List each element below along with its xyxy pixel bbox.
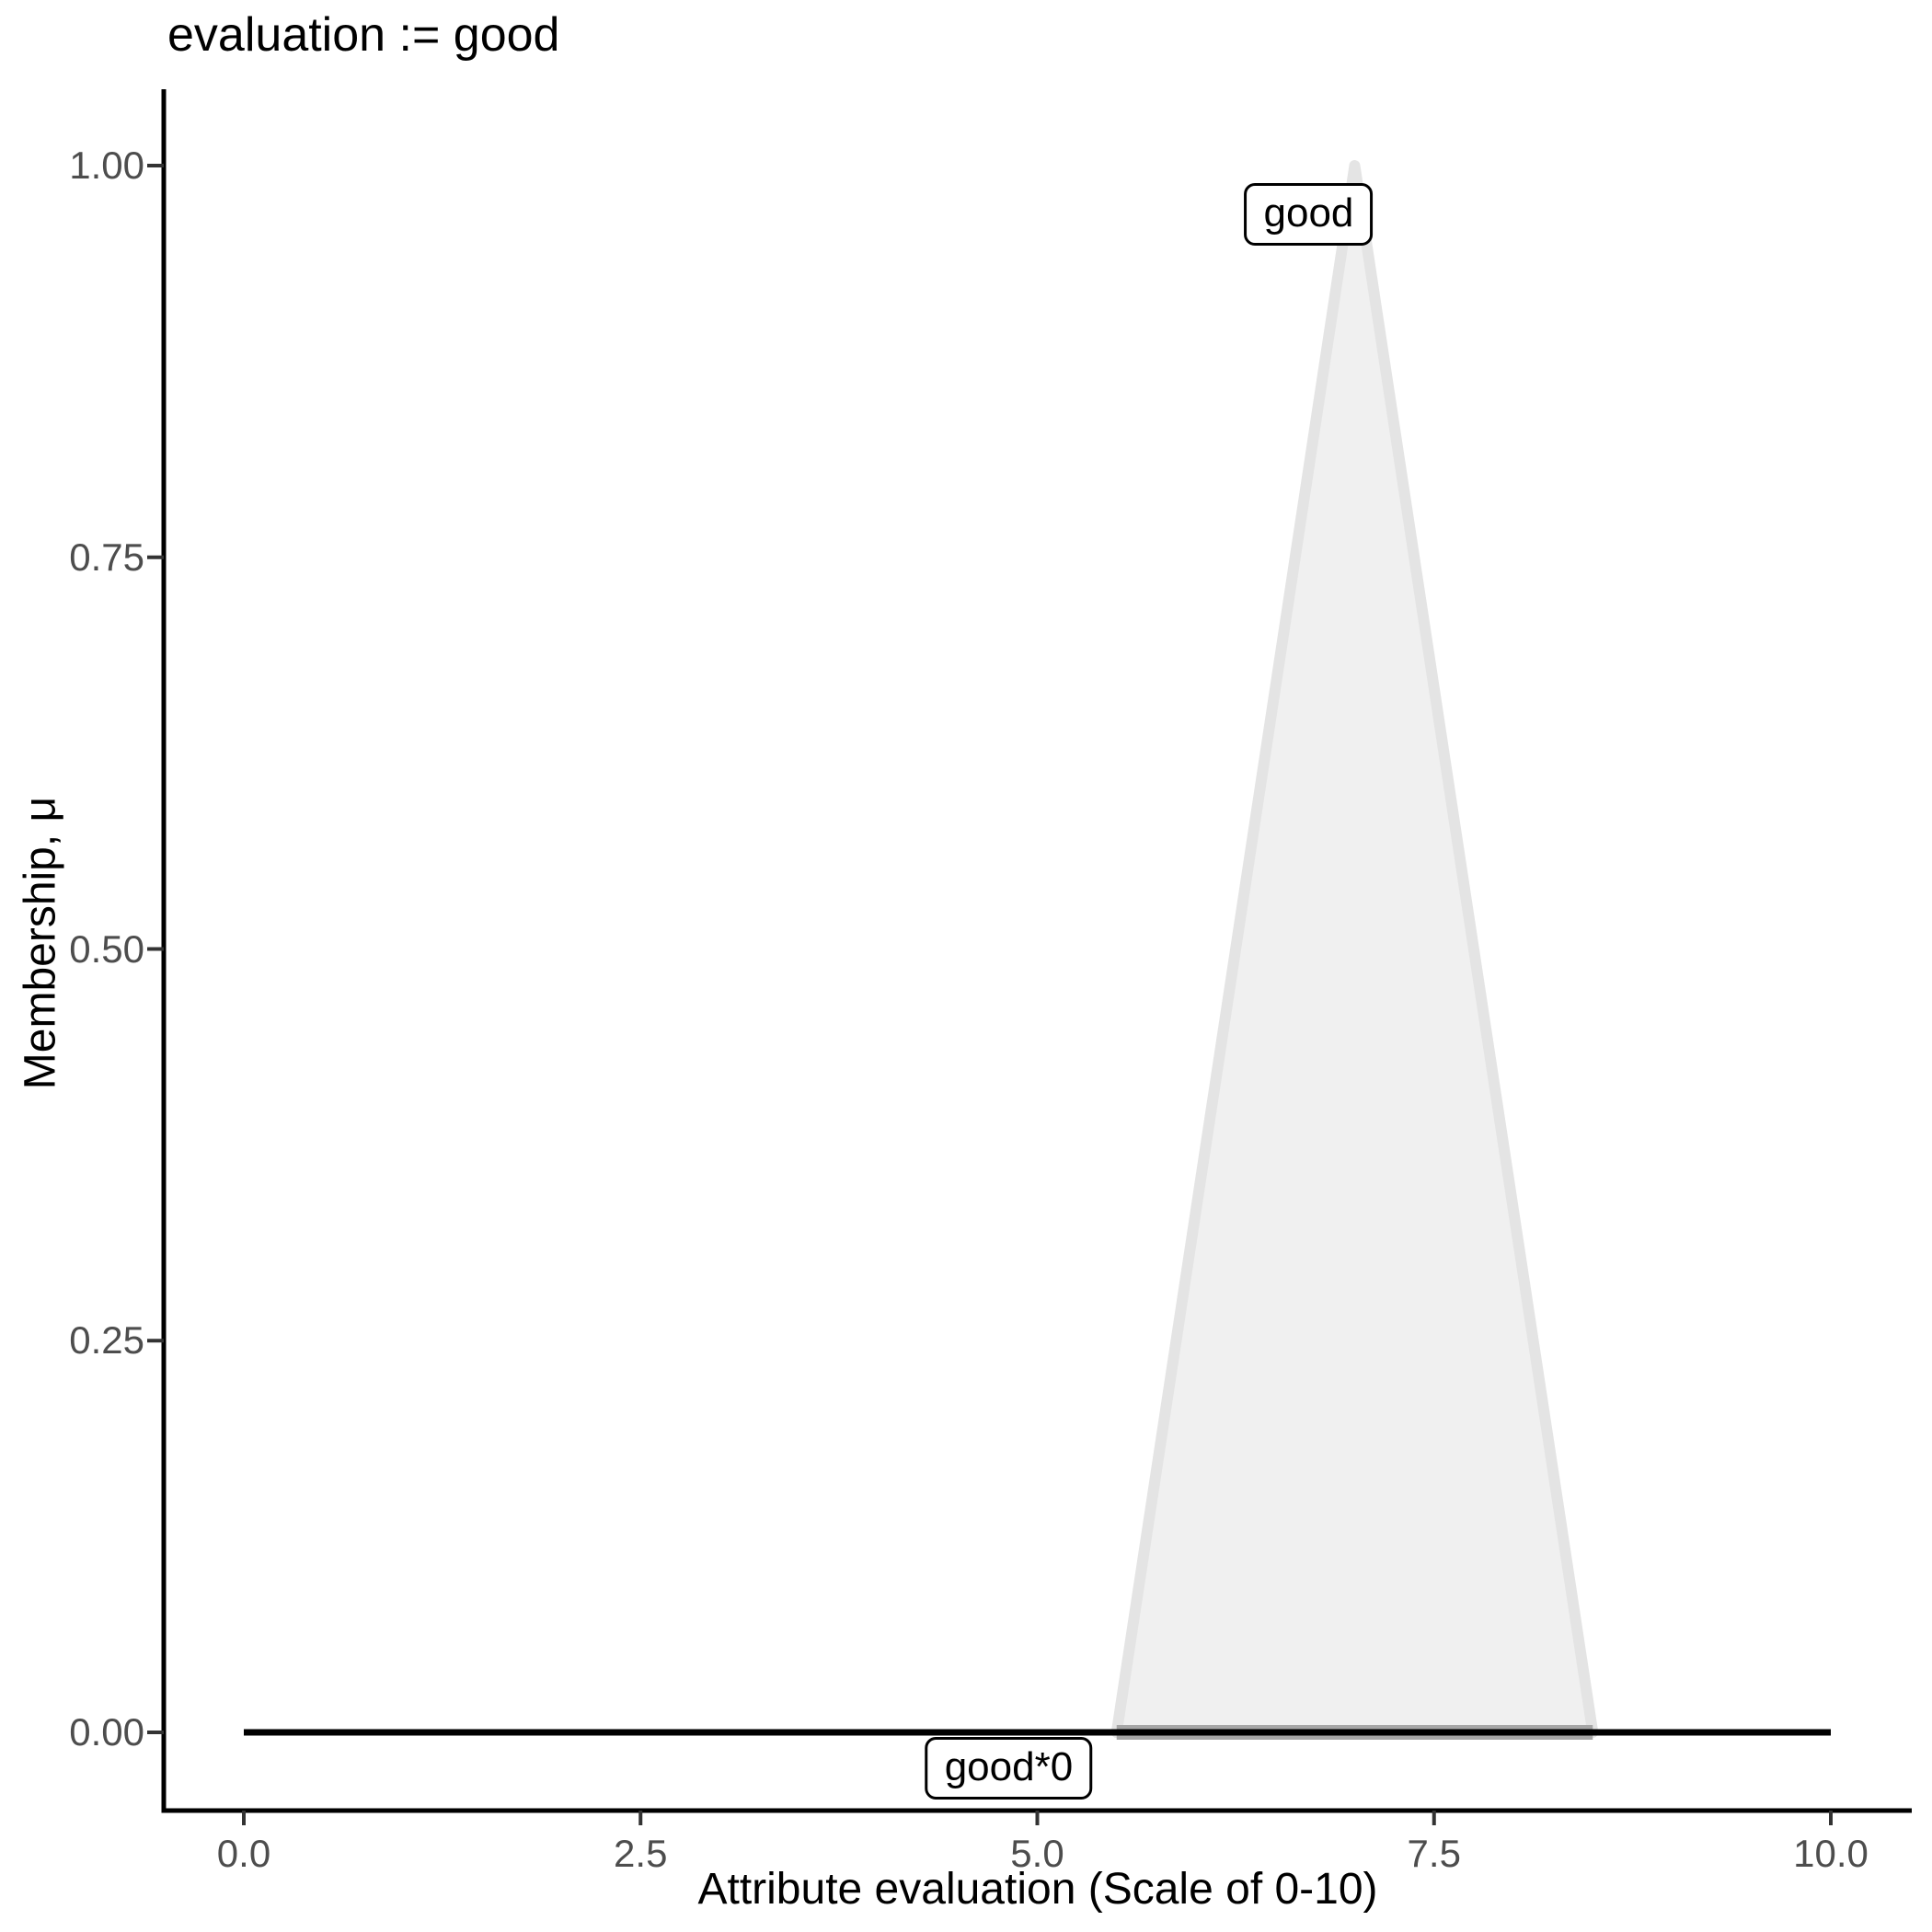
x-tick-label: 0.0: [216, 1832, 271, 1875]
good-set-label: good: [1244, 182, 1374, 246]
good-membership-area: [1110, 160, 1599, 1738]
y-tick-label: 0.50: [69, 926, 144, 971]
good-set-label-text: good: [1263, 190, 1354, 236]
y-tick-label: 0.75: [69, 535, 144, 579]
x-axis-title: Attribute evaluation (Scale of 0-10): [697, 1865, 1378, 1914]
x-tick-label: 7.5: [1407, 1832, 1461, 1875]
y-tick-label: 1.00: [69, 144, 144, 187]
x-tick-label: 10.0: [1793, 1832, 1869, 1875]
good-times-zero-label: good*0: [925, 1737, 1093, 1800]
x-tick-label: 5.0: [1010, 1832, 1064, 1875]
y-tick-label: 0.00: [69, 1710, 144, 1754]
good-times-zero-label-text: good*0: [944, 1744, 1074, 1790]
chart-title: evaluation := good: [167, 8, 560, 62]
x-tick-label: 2.5: [614, 1832, 668, 1875]
y-tick-label: 0.25: [69, 1318, 144, 1363]
